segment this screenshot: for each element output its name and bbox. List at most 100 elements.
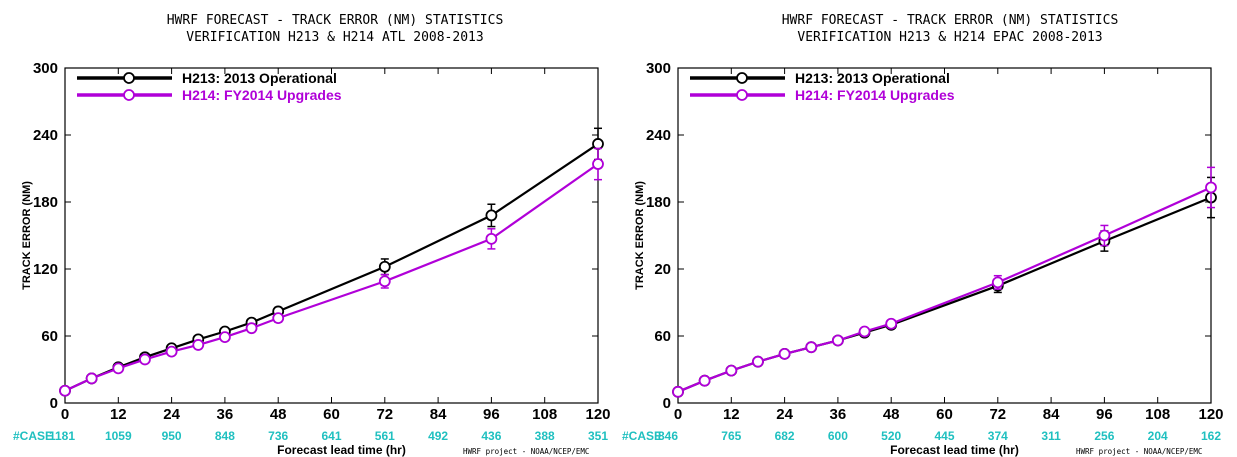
case-count: 374 bbox=[988, 429, 1008, 443]
x-tick-label: 120 bbox=[585, 406, 610, 423]
y-tick-label: 20 bbox=[654, 261, 671, 278]
legend-marker bbox=[123, 89, 135, 101]
data-point bbox=[752, 355, 764, 368]
data-point bbox=[672, 385, 684, 398]
data-point bbox=[592, 158, 604, 170]
case-count: 520 bbox=[881, 429, 901, 443]
data-point bbox=[378, 275, 391, 288]
series-2 bbox=[672, 166, 1217, 398]
data-point bbox=[832, 334, 844, 347]
data-point bbox=[485, 209, 498, 222]
case-count: 311 bbox=[1041, 429, 1061, 443]
y-axis-label: TRACK ERROR (NM) bbox=[21, 181, 33, 290]
case-count: 1181 bbox=[49, 429, 75, 443]
y-tick-label: 0 bbox=[663, 395, 671, 412]
y-tick-label: 120 bbox=[33, 261, 58, 278]
data-point bbox=[885, 317, 898, 330]
legend-label: H213: 2013 Operational bbox=[182, 70, 337, 86]
x-tick-label: 12 bbox=[110, 406, 127, 423]
case-count: 256 bbox=[1094, 429, 1114, 443]
legend-label: H214: FY2014 Upgrades bbox=[182, 87, 342, 103]
data-point bbox=[592, 138, 604, 150]
x-tick-label: 0 bbox=[674, 406, 682, 423]
legend-label: H214: FY2014 Upgrades bbox=[795, 87, 955, 103]
x-tick-label: 24 bbox=[163, 406, 180, 423]
y-tick-label: 300 bbox=[33, 60, 58, 77]
credit-text: HWRF project - NOAA/NCEP/EMC bbox=[463, 447, 589, 456]
chart-subtitle: VERIFICATION H213 & H214 EPAC 2008-2013 bbox=[797, 30, 1102, 45]
data-point bbox=[778, 347, 791, 360]
case-count: 848 bbox=[215, 429, 235, 443]
case-count: 736 bbox=[268, 429, 288, 443]
data-point bbox=[1098, 229, 1111, 242]
data-point bbox=[485, 232, 498, 245]
y-tick-label: 60 bbox=[654, 328, 671, 345]
x-tick-label: 60 bbox=[936, 406, 953, 423]
chart-panel-1: HWRF FORECAST - TRACK ERROR (NM) STATIST… bbox=[13, 13, 611, 457]
data-point bbox=[112, 362, 125, 375]
credit-text: HWRF project - NOAA/NCEP/EMC bbox=[1076, 447, 1202, 456]
data-point bbox=[1205, 181, 1217, 194]
case-count-label: #CASE bbox=[13, 429, 53, 443]
legend-marker bbox=[736, 89, 748, 101]
case-count: 204 bbox=[1148, 429, 1168, 443]
x-tick-label: 0 bbox=[61, 406, 69, 423]
data-point bbox=[218, 331, 231, 344]
case-count: 492 bbox=[428, 429, 448, 443]
x-axis-label: Forecast lead time (hr) bbox=[277, 443, 406, 457]
x-tick-label: 108 bbox=[1145, 406, 1170, 423]
case-count: 641 bbox=[321, 429, 341, 443]
x-tick-label: 84 bbox=[1043, 406, 1060, 423]
y-tick-label: 0 bbox=[50, 395, 58, 412]
chart-panel-2: HWRF FORECAST - TRACK ERROR (NM) STATIST… bbox=[622, 13, 1224, 457]
data-point bbox=[59, 384, 71, 397]
data-point bbox=[991, 276, 1004, 289]
y-axis-label: TRACK ERROR (NM) bbox=[634, 181, 646, 290]
chart-title: HWRF FORECAST - TRACK ERROR (NM) STATIST… bbox=[782, 13, 1119, 28]
case-count: 351 bbox=[588, 429, 608, 443]
case-count: 846 bbox=[658, 429, 678, 443]
case-count: 600 bbox=[828, 429, 848, 443]
x-tick-label: 108 bbox=[532, 406, 557, 423]
legend-label: H213: 2013 Operational bbox=[795, 70, 950, 86]
x-tick-label: 60 bbox=[323, 406, 340, 423]
x-tick-label: 12 bbox=[723, 406, 740, 423]
data-point bbox=[165, 345, 178, 358]
y-tick-label: 300 bbox=[646, 60, 671, 77]
case-count: 162 bbox=[1201, 429, 1221, 443]
plot-frame bbox=[677, 67, 1212, 404]
x-tick-label: 96 bbox=[1096, 406, 1113, 423]
case-count: 1059 bbox=[105, 429, 132, 443]
case-count: 445 bbox=[934, 429, 954, 443]
x-tick-label: 96 bbox=[483, 406, 500, 423]
case-count-label: #CASE bbox=[622, 429, 662, 443]
data-point bbox=[139, 353, 151, 366]
data-point bbox=[725, 364, 738, 377]
data-point bbox=[805, 341, 818, 354]
x-tick-label: 36 bbox=[830, 406, 847, 423]
x-tick-label: 84 bbox=[430, 406, 447, 423]
chart-title: HWRF FORECAST - TRACK ERROR (NM) STATIST… bbox=[167, 13, 504, 28]
legend-marker bbox=[736, 72, 748, 84]
data-point bbox=[272, 312, 285, 325]
x-tick-label: 36 bbox=[217, 406, 234, 423]
y-tick-label: 240 bbox=[33, 127, 58, 144]
x-tick-label: 72 bbox=[989, 406, 1006, 423]
x-tick-label: 48 bbox=[883, 406, 900, 423]
y-tick-label: 240 bbox=[646, 127, 671, 144]
data-point bbox=[245, 322, 258, 335]
data-point bbox=[85, 372, 98, 385]
x-tick-label: 72 bbox=[376, 406, 393, 423]
data-point bbox=[698, 374, 711, 387]
data-point bbox=[192, 339, 205, 351]
case-count: 388 bbox=[535, 429, 555, 443]
x-tick-label: 120 bbox=[1198, 406, 1223, 423]
y-tick-label: 180 bbox=[33, 194, 58, 211]
case-count: 436 bbox=[481, 429, 501, 443]
case-count: 950 bbox=[162, 429, 182, 443]
legend-marker bbox=[123, 72, 135, 84]
series-2 bbox=[59, 147, 604, 397]
case-count: 561 bbox=[375, 429, 395, 443]
y-tick-label: 180 bbox=[646, 194, 671, 211]
